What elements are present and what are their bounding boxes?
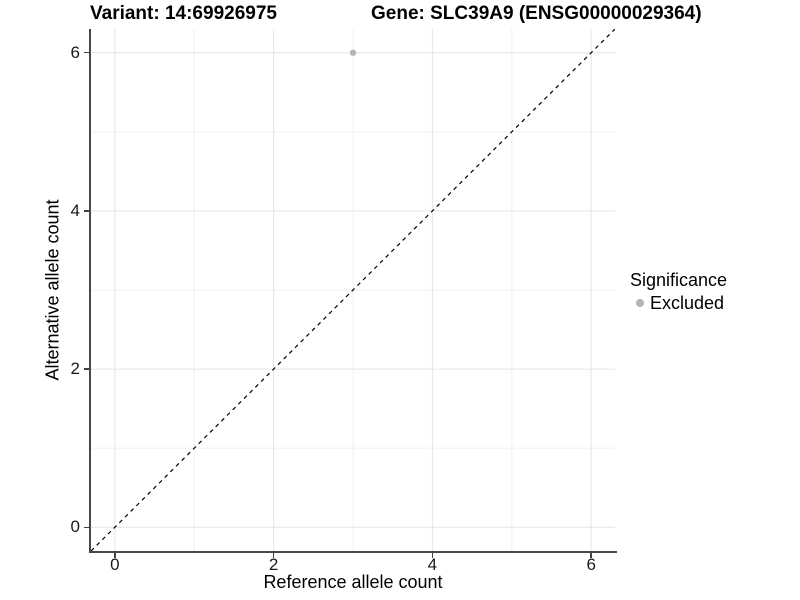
y-tick-mark [84, 526, 89, 529]
identity-reference-line [91, 29, 615, 551]
x-tick-mark [272, 553, 275, 558]
y-tick-label: 6 [70, 42, 80, 62]
data-point [349, 49, 357, 56]
y-tick-mark [84, 51, 89, 54]
y-tick-label: 4 [70, 200, 80, 220]
legend-key-dot-icon [636, 299, 644, 307]
x-tick-mark [114, 553, 116, 558]
y-tick-mark [84, 368, 89, 370]
legend-item-excluded: Excluded [630, 293, 727, 313]
y-tick-label: 0 [70, 517, 80, 537]
y-axis-title: Alternative allele count [42, 199, 63, 381]
legend: Significance Excluded [630, 270, 727, 313]
plot-title-variant: Variant: 14:69926975 [90, 3, 277, 24]
y-tick-label: 2 [70, 359, 80, 379]
legend-item-label: Excluded [650, 293, 725, 313]
x-axis-line [89, 551, 617, 553]
x-tick-label: 4 [427, 555, 438, 574]
y-tick-mark [84, 210, 89, 212]
plot-panel [91, 29, 615, 551]
y-axis-line [89, 29, 91, 553]
x-tick-mark [431, 553, 434, 558]
x-tick-label: 0 [110, 555, 120, 574]
legend-title: Significance [630, 270, 728, 290]
plot-title-gene: Gene: SLC39A9 (ENSG00000029364) [371, 3, 702, 24]
x-tick-label: 2 [268, 555, 279, 574]
x-tick-label: 6 [586, 555, 596, 574]
x-axis-title: Reference allele count [263, 572, 443, 592]
x-tick-mark [590, 553, 592, 558]
